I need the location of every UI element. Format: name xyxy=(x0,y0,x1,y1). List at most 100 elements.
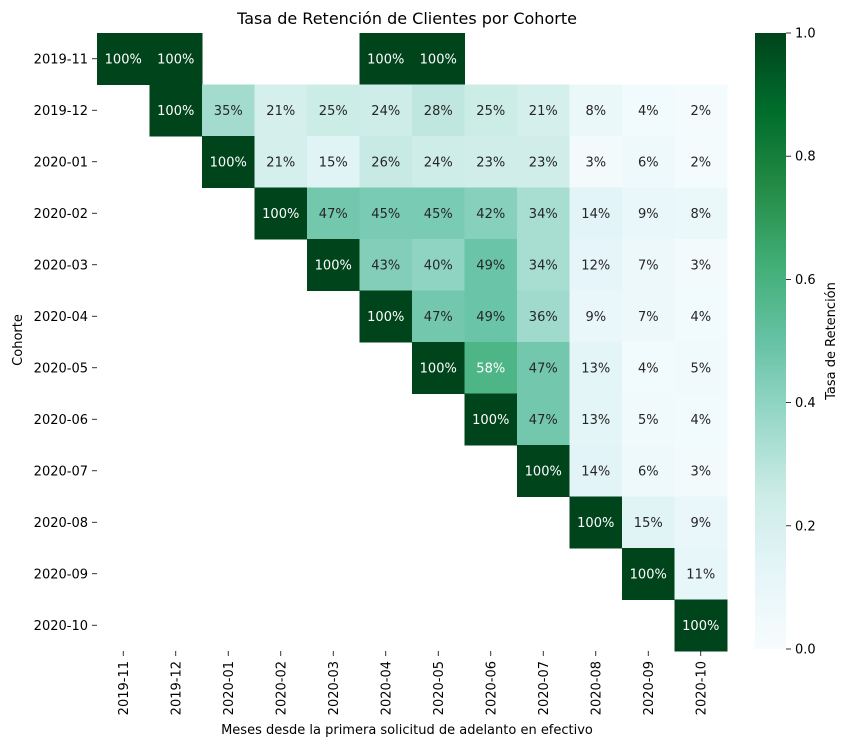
cell-label: 47% xyxy=(319,207,348,222)
y-tick-labels: 2019-11 2019-12 2020-01 2020-02 2020-03 2020-… xyxy=(34,52,97,634)
heatmap-cell xyxy=(464,342,518,394)
x-tick-label: 2020-07 xyxy=(537,661,552,715)
x-tick-labels: 2019-11 2019-12 2020-01 2020-02 2020-03 2020-… xyxy=(117,651,709,715)
y-tick-label: 2020-02 xyxy=(34,207,88,222)
cell-label: 25% xyxy=(476,104,505,119)
cell-label: 100% xyxy=(525,464,562,479)
heatmap-cell xyxy=(674,496,728,549)
cell-label: 100% xyxy=(157,104,194,119)
heatmap-cell xyxy=(307,136,360,188)
cell-label: 42% xyxy=(476,207,505,222)
heatmap-cell xyxy=(464,187,518,240)
cell-label: 21% xyxy=(266,155,295,170)
y-axis-label: Cohorte xyxy=(11,314,26,366)
heatmap-cell xyxy=(149,33,203,85)
heatmap-cell xyxy=(359,239,413,291)
colorbar-label: Tasa de Retención xyxy=(824,282,839,401)
cell-label: 100% xyxy=(420,52,457,67)
x-tick-label: 2019-11 xyxy=(117,661,132,715)
y-tick-label: 2019-12 xyxy=(34,104,88,119)
heatmap-cell xyxy=(622,496,675,549)
cell-label: 7% xyxy=(638,310,659,325)
cell-label: 100% xyxy=(367,310,404,325)
cell-label: 24% xyxy=(424,155,453,170)
heatmap-cell xyxy=(254,187,308,240)
heatmap-cell xyxy=(674,187,728,240)
cell-label: 100% xyxy=(262,207,299,222)
heatmap-cell xyxy=(307,187,360,240)
colorbar-tick-label: 1.0 xyxy=(795,27,816,42)
heatmap-cell xyxy=(569,342,623,394)
y-tick-label: 2019-11 xyxy=(34,52,88,67)
y-tick-label: 2020-07 xyxy=(34,464,88,479)
heatmap-cell xyxy=(254,136,308,188)
heatmap-cell xyxy=(97,33,150,85)
heatmap-cells: 100% 100% 100% 100% 100% 35% 21% 25% 24% 28% 25% 21… xyxy=(97,33,728,652)
heatmap-cell xyxy=(674,599,728,652)
cell-label: 28% xyxy=(424,104,453,119)
cell-label: 11% xyxy=(686,567,715,582)
heatmap-cell xyxy=(674,548,728,600)
colorbar xyxy=(755,33,786,649)
heatmap-cell xyxy=(674,342,728,394)
heatmap-cell xyxy=(517,342,570,394)
cell-label: 13% xyxy=(581,413,610,428)
x-tick-label: 2019-12 xyxy=(169,661,184,715)
cell-label: 21% xyxy=(266,104,295,119)
cell-label: 15% xyxy=(634,516,663,531)
heatmap-cell xyxy=(412,342,465,394)
cell-label: 35% xyxy=(214,104,243,119)
cell-label: 26% xyxy=(371,155,400,170)
heatmap-cell xyxy=(569,496,623,549)
cell-label: 49% xyxy=(476,310,505,325)
heatmap-cell xyxy=(569,136,623,188)
heatmap-cell xyxy=(464,290,518,343)
cell-label: 100% xyxy=(472,413,509,428)
heatmap-cell xyxy=(359,290,413,343)
cell-label: 100% xyxy=(682,619,719,634)
heatmap-cell xyxy=(622,136,675,188)
x-tick-label: 2020-06 xyxy=(484,661,499,715)
heatmap-cell xyxy=(464,84,518,137)
heatmap-cell xyxy=(622,239,675,291)
cell-label: 49% xyxy=(476,258,505,273)
cell-label: 6% xyxy=(638,464,659,479)
cell-label: 9% xyxy=(638,207,659,222)
chart-title: Tasa de Retención de Clientes por Cohort… xyxy=(236,9,577,28)
x-tick-label: 2020-01 xyxy=(222,661,237,715)
cell-label: 12% xyxy=(581,258,610,273)
heatmap-cell xyxy=(412,84,465,137)
cell-label: 34% xyxy=(529,258,558,273)
heatmap-cell xyxy=(674,136,728,188)
cell-label: 9% xyxy=(585,310,606,325)
heatmap-cell xyxy=(674,84,728,137)
heatmap-cell xyxy=(359,136,413,188)
cell-label: 100% xyxy=(315,258,352,273)
cell-label: 47% xyxy=(529,361,558,376)
y-tick-label: 2020-08 xyxy=(34,516,88,531)
x-axis-label: Meses desde la primera solicitud de adel… xyxy=(221,723,593,738)
cell-label: 40% xyxy=(424,258,453,273)
heatmap-cell xyxy=(464,136,518,188)
colorbar-tick-label: 0.6 xyxy=(795,273,816,288)
colorbar-ticks: 0.0 0.2 0.4 0.6 0.8 1.0 xyxy=(786,27,816,658)
colorbar-tick-label: 0.4 xyxy=(795,396,816,411)
heatmap-cell xyxy=(569,445,623,497)
cell-label: 23% xyxy=(476,155,505,170)
heatmap-cell xyxy=(517,187,570,240)
cell-label: 4% xyxy=(690,413,711,428)
cell-label: 7% xyxy=(638,258,659,273)
cell-label: 100% xyxy=(367,52,404,67)
x-tick-label: 2020-04 xyxy=(379,661,394,715)
cell-label: 34% xyxy=(529,207,558,222)
heatmap-cell xyxy=(622,342,675,394)
cell-label: 100% xyxy=(210,155,247,170)
cell-label: 21% xyxy=(529,104,558,119)
x-tick-label: 2020-02 xyxy=(274,661,289,715)
heatmap-cell xyxy=(622,290,675,343)
heatmap-cell xyxy=(569,84,623,137)
heatmap-cell xyxy=(307,84,360,137)
heatmap-cell xyxy=(412,290,465,343)
heatmap-cell xyxy=(569,187,623,240)
